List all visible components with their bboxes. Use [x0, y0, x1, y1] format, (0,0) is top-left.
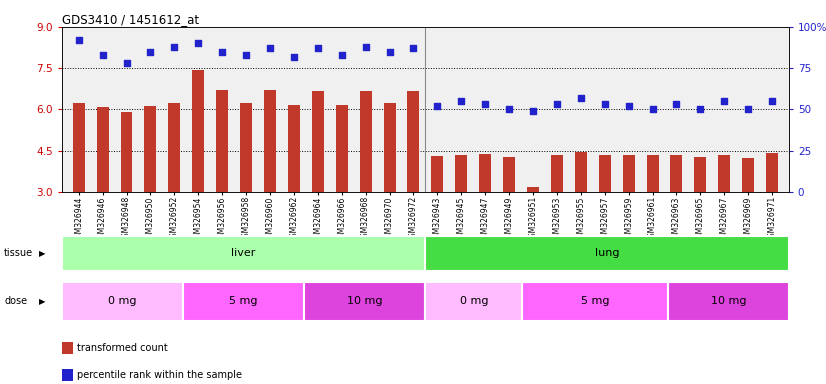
- Bar: [359, 91, 372, 192]
- Text: GDS3410 / 1451612_at: GDS3410 / 1451612_at: [62, 13, 199, 26]
- Bar: [240, 103, 252, 192]
- Point: [502, 106, 515, 113]
- Bar: [527, 187, 539, 192]
- Point: [694, 106, 707, 113]
- Point: [526, 108, 539, 114]
- Bar: [264, 90, 276, 192]
- Point: [742, 106, 755, 113]
- Bar: [425, 282, 522, 321]
- Bar: [503, 157, 515, 192]
- Bar: [97, 107, 108, 192]
- Bar: [73, 103, 84, 192]
- Point: [407, 45, 420, 51]
- Point: [216, 49, 229, 55]
- Point: [72, 37, 85, 43]
- Bar: [766, 154, 778, 192]
- Bar: [623, 156, 634, 192]
- Text: ▶: ▶: [39, 249, 45, 258]
- Point: [430, 103, 444, 109]
- Text: tissue: tissue: [4, 248, 33, 258]
- Bar: [695, 157, 706, 192]
- Bar: [311, 91, 324, 192]
- Point: [646, 106, 659, 113]
- Point: [574, 95, 587, 101]
- Bar: [551, 155, 563, 192]
- Text: 5 mg: 5 mg: [581, 296, 610, 306]
- Bar: [599, 155, 610, 192]
- Bar: [407, 91, 420, 192]
- Point: [383, 49, 396, 55]
- Bar: [62, 236, 425, 271]
- Bar: [192, 70, 204, 192]
- Point: [454, 98, 468, 104]
- Point: [311, 45, 325, 51]
- Text: lung: lung: [595, 248, 620, 258]
- Bar: [216, 90, 228, 192]
- Text: liver: liver: [231, 248, 256, 258]
- Point: [335, 52, 349, 58]
- Point: [144, 49, 157, 55]
- Text: dose: dose: [4, 296, 27, 306]
- Text: 5 mg: 5 mg: [230, 296, 258, 306]
- Bar: [667, 282, 789, 321]
- Bar: [121, 112, 132, 192]
- Bar: [671, 156, 682, 192]
- Text: ▶: ▶: [39, 297, 45, 306]
- Point: [550, 101, 563, 108]
- Point: [598, 101, 611, 108]
- Bar: [383, 103, 396, 192]
- Bar: [425, 236, 789, 271]
- Point: [359, 44, 373, 50]
- Text: percentile rank within the sample: percentile rank within the sample: [77, 370, 242, 380]
- Bar: [743, 159, 754, 192]
- Bar: [455, 155, 468, 192]
- Bar: [335, 105, 348, 192]
- Text: 10 mg: 10 mg: [710, 296, 746, 306]
- Bar: [304, 282, 425, 321]
- Bar: [479, 154, 491, 192]
- Point: [96, 52, 109, 58]
- Bar: [647, 156, 658, 192]
- Point: [766, 98, 779, 104]
- Point: [670, 101, 683, 108]
- Text: 0 mg: 0 mg: [459, 296, 488, 306]
- Text: 0 mg: 0 mg: [108, 296, 137, 306]
- Point: [622, 103, 635, 109]
- Bar: [431, 156, 444, 192]
- Bar: [288, 105, 300, 192]
- Point: [120, 60, 133, 66]
- Bar: [145, 106, 156, 192]
- Text: transformed count: transformed count: [77, 343, 168, 353]
- Text: 10 mg: 10 mg: [347, 296, 382, 306]
- Bar: [719, 155, 730, 192]
- Point: [192, 40, 205, 46]
- Point: [287, 53, 301, 60]
- Point: [263, 45, 277, 51]
- Point: [478, 101, 491, 108]
- Point: [240, 52, 253, 58]
- Bar: [183, 282, 304, 321]
- Point: [718, 98, 731, 104]
- Bar: [62, 282, 183, 321]
- Bar: [575, 152, 586, 192]
- Bar: [522, 282, 667, 321]
- Bar: [169, 103, 180, 192]
- Point: [168, 44, 181, 50]
